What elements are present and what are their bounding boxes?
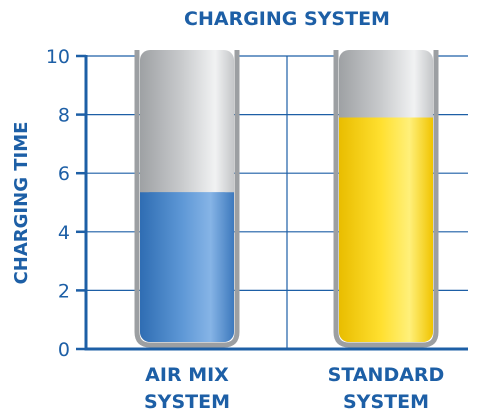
y-tick-label-8: 8 xyxy=(58,105,70,127)
y-tick-label-2: 2 xyxy=(58,280,70,302)
category-label-2-line-2: SYSTEM xyxy=(343,391,429,413)
y-tick-label-10: 10 xyxy=(46,46,70,68)
category-label-2-line-1: STANDARD xyxy=(328,364,445,386)
bar-fill-top-1 xyxy=(140,192,234,205)
tube-outline-2 xyxy=(333,50,439,348)
bar-fill-2 xyxy=(339,117,433,342)
category-label-1-line-2: SYSTEM xyxy=(144,391,230,413)
y-axis-ticks: 0 2 4 6 8 10 xyxy=(46,46,86,361)
bar-1 xyxy=(134,46,240,348)
y-axis-label: CHARGING TIME xyxy=(11,122,32,285)
chart-title: CHARGING SYSTEM xyxy=(184,8,390,30)
y-tick-label-4: 4 xyxy=(58,222,70,244)
tube-outline-1 xyxy=(134,50,240,348)
category-label-1: AIR MIX SYSTEM xyxy=(144,364,230,413)
y-tick-label-6: 6 xyxy=(58,163,70,185)
bar-2 xyxy=(333,46,439,348)
bar-fill-top-2 xyxy=(339,117,433,130)
category-label-2: STANDARD SYSTEM xyxy=(328,364,445,413)
category-labels: AIR MIX SYSTEM STANDARD SYSTEM xyxy=(144,364,444,413)
bars xyxy=(134,46,439,348)
bar-fill-1 xyxy=(140,192,234,342)
category-label-1-line-1: AIR MIX xyxy=(145,364,229,386)
y-tick-label-0: 0 xyxy=(58,339,70,361)
